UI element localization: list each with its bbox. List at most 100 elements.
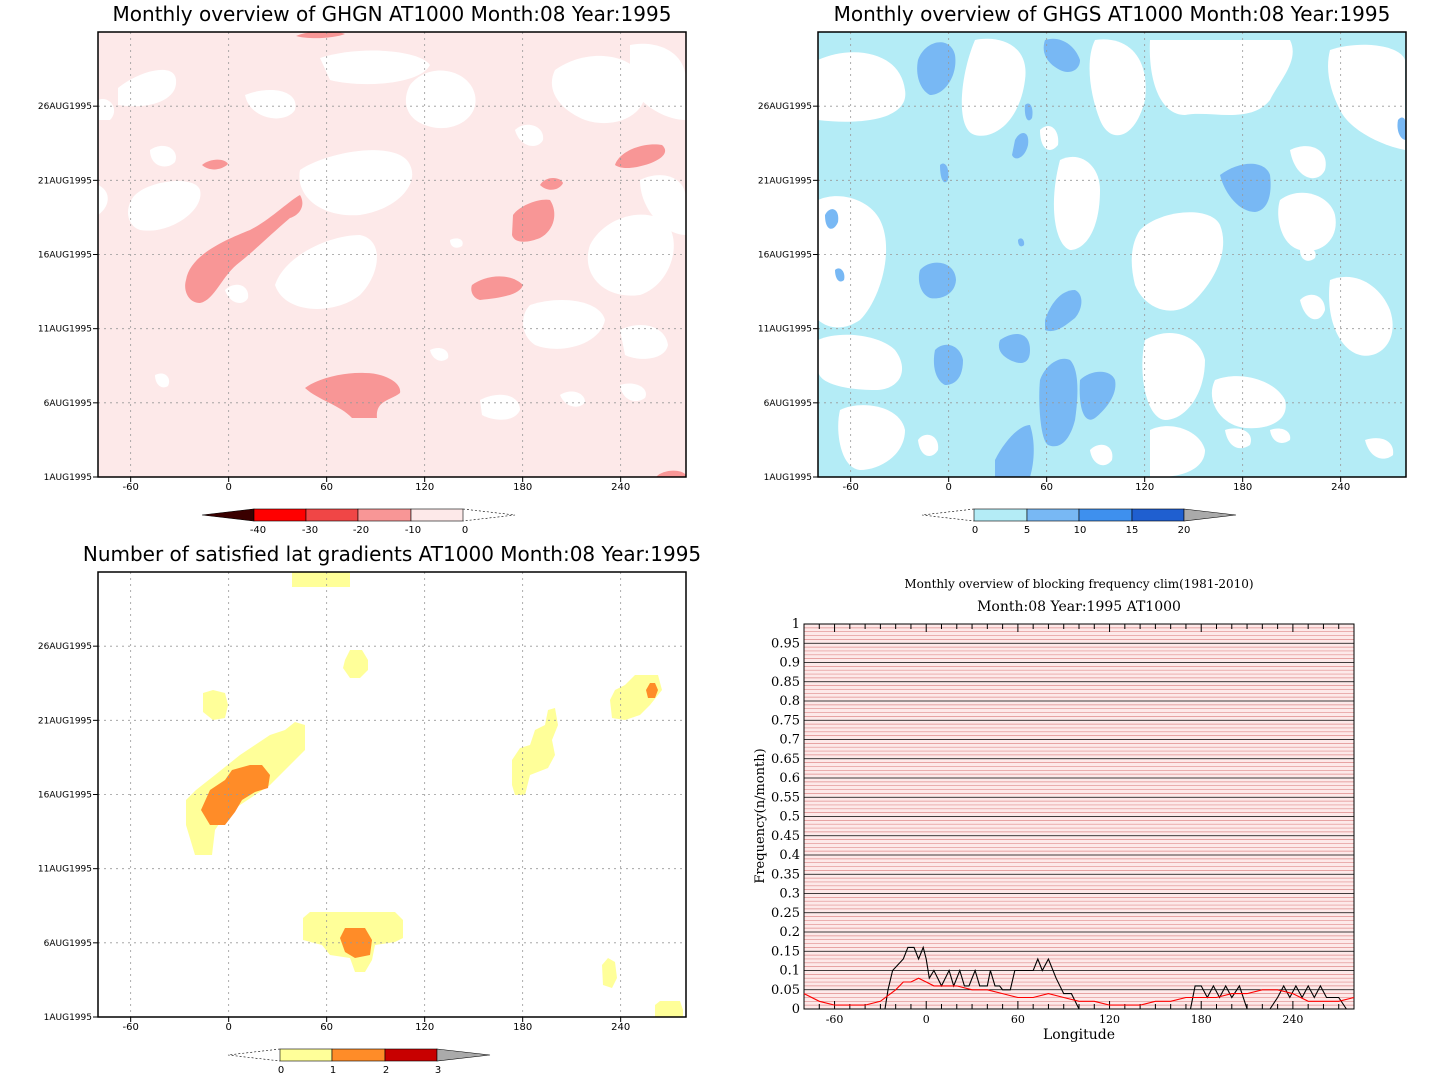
freq-x-tick-label: 60 (1011, 1013, 1025, 1026)
ghgs-gridlines (818, 32, 1406, 477)
ghgn-y-tick-label: 16AUG1995 (38, 251, 92, 261)
freq-y-tick-label: 0.4 (779, 848, 800, 863)
ghgs-x-tick-label: 120 (1135, 482, 1154, 493)
ghgs-y-tick-label: 1AUG1995 (764, 473, 812, 483)
ghgn-title: Monthly overview of GHGN AT1000 Month:08… (113, 2, 672, 26)
latgrad-y-tick-label: 26AUG1995 (38, 642, 92, 652)
freq-y-tick-label: 0.6 (779, 771, 800, 786)
latgrad-x-tick-label: 180 (513, 1022, 532, 1033)
latgrad-y-tick-label: 1AUG1995 (44, 1013, 92, 1023)
ghgn-colorbar-label-0: -40 (250, 525, 266, 536)
latgrad-y-tick-label: 16AUG1995 (38, 791, 92, 801)
ghgs-colorbar-label-1: 5 (1024, 525, 1030, 536)
freq-y-tick-label: 0.75 (771, 713, 800, 728)
latgrad-field (98, 572, 686, 1017)
ghgn-x-tick-label: -60 (122, 482, 138, 493)
ghgn-gridlines (98, 32, 686, 477)
ghgs-y-tick-label: 11AUG1995 (758, 325, 812, 335)
ghgn-x-tick-label: 60 (320, 482, 333, 493)
ghgn-y-tick-label: 26AUG1995 (38, 102, 92, 112)
freq-subtitle: Month:08 Year:1995 AT1000 (977, 599, 1181, 615)
freq-series-line-1 (803, 977, 1355, 1006)
latgrad-x-tick-label: 0 (225, 1022, 231, 1033)
freq-y-tick-label: 1 (792, 617, 800, 632)
freq-x-tick-label: 180 (1191, 1013, 1212, 1026)
freq-x-tick-label: -60 (826, 1013, 844, 1026)
ghgn-field (98, 32, 686, 477)
ghgn-x-axis: -60 0 60 120 180 240 (122, 477, 630, 493)
ghgs-colorbar-label-2: 10 (1074, 525, 1087, 536)
ghgn-white-patches (98, 43, 686, 420)
latgrad-colorbar: 0 1 2 3 (227, 1048, 491, 1076)
freq-y-tick-label: 0.15 (771, 944, 800, 959)
freq-y-tick-label: 0.5 (779, 810, 800, 825)
freq-y-tick-label: 0.2 (779, 925, 800, 940)
freq-y-tick-label: 0.05 (771, 983, 800, 998)
latgrad-x-tick-label: 60 (320, 1022, 333, 1033)
ghgs-y-tick-label: 16AUG1995 (758, 251, 812, 261)
freq-y-tick-label: 0.7 (779, 733, 800, 748)
latgrad-colorbar-label-0: 0 (278, 1065, 284, 1076)
ghgs-title: Monthly overview of GHGS AT1000 Month:08… (834, 2, 1391, 26)
ghgs-x-tick-label: -60 (842, 482, 858, 493)
latgrad-x-tick-label: 240 (611, 1022, 630, 1033)
ghgs-y-tick-label: 6AUG1995 (764, 399, 812, 409)
ghgn-x-tick-label: 240 (611, 482, 630, 493)
freq-y-tick-label: 0.9 (779, 656, 800, 671)
ghgs-colorbar-label-4: 20 (1178, 525, 1191, 536)
freq-y-tick-label: 0.1 (779, 964, 800, 979)
ghgn-y-axis: 26AUG1995 21AUG1995 16AUG1995 11AUG1995 6AUG… (38, 102, 98, 483)
ghgs-colorbar-label-0: 0 (972, 525, 978, 536)
ghgs-x-tick-label: 60 (1040, 482, 1053, 493)
ghgs-x-axis: -60 0 60 120 180 240 (842, 477, 1350, 493)
ghgs-x-tick-label: 180 (1233, 482, 1252, 493)
panel-ghgs: Monthly overview of GHGS AT1000 Month:08… (758, 2, 1407, 536)
ghgs-white-patches (818, 38, 1405, 477)
freq-y-tick-label: 0.55 (771, 790, 800, 805)
freq-y-tick-label: 0.8 (779, 694, 800, 709)
latgrad-y-tick-label: 11AUG1995 (38, 865, 92, 875)
freq-y-tick-label: 0.85 (771, 675, 800, 690)
freq-ylabel: Frequency(n/month) (753, 748, 768, 883)
latgrad-colorbar-label-1: 1 (330, 1065, 336, 1076)
panel-ghgn: Monthly overview of GHGN AT1000 Month:08… (38, 2, 687, 536)
latgrad-x-tick-label: 120 (415, 1022, 434, 1033)
freq-y-tick-label: 0.95 (771, 636, 800, 651)
ghgn-colorbar-label-4: 0 (462, 525, 468, 536)
freq-series (803, 945, 1355, 1010)
ghgs-x-tick-label: 0 (945, 482, 951, 493)
ghgn-y-tick-label: 21AUG1995 (38, 176, 92, 186)
freq-y-axis: 0 0.05 0.1 0.15 0.2 0.25 0.3 0.35 0.4 0.45 0.5 0.55… (771, 617, 800, 1017)
freq-y-tick-label: 0 (792, 1002, 800, 1017)
ghgn-negative-patches (185, 32, 686, 477)
ghgn-colorbar-label-1: -30 (302, 525, 318, 536)
ghgs-field (818, 32, 1406, 477)
freq-y-tick-label: 0.35 (771, 867, 800, 882)
freq-title: Monthly overview of blocking frequency c… (904, 577, 1253, 591)
freq-y-tick-label: 0.45 (771, 829, 800, 844)
ghgn-colorbar-label-3: -10 (405, 525, 421, 536)
freq-x-tick-label: 240 (1282, 1013, 1303, 1026)
latgrad-y-tick-label: 6AUG1995 (44, 939, 92, 949)
ghgs-y-tick-label: 26AUG1995 (758, 102, 812, 112)
freq-x-tick-label: 120 (1099, 1013, 1120, 1026)
latgrad-y-axis: 26AUG1995 21AUG1995 16AUG1995 11AUG1995 6AUG… (38, 642, 98, 1023)
ghgn-y-tick-label: 11AUG1995 (38, 325, 92, 335)
freq-tick-marks (818, 624, 1355, 1009)
freq-xlabel: Longitude (1043, 1027, 1115, 1043)
freq-x-tick-label: 0 (923, 1013, 930, 1026)
freq-y-tick-label: 0.3 (779, 887, 800, 902)
ghgs-colorbar-label-3: 15 (1126, 525, 1139, 536)
freq-y-tick-label: 0.65 (771, 752, 800, 767)
ghgn-colorbar: -40 -30 -20 -10 0 (201, 508, 516, 536)
ghgn-y-tick-label: 1AUG1995 (44, 473, 92, 483)
panel-blocking-frequency: Monthly overview of blocking frequency c… (753, 577, 1355, 1043)
ghgn-colorbar-label-2: -20 (353, 525, 369, 536)
latgrad-y-tick-label: 21AUG1995 (38, 716, 92, 726)
ghgn-x-tick-label: 180 (513, 482, 532, 493)
latgrad-colorbar-label-3: 3 (435, 1065, 441, 1076)
latgrad-colorbar-label-2: 2 (383, 1065, 389, 1076)
ghgn-x-tick-label: 0 (225, 482, 231, 493)
latgrad-x-tick-label: -60 (122, 1022, 138, 1033)
